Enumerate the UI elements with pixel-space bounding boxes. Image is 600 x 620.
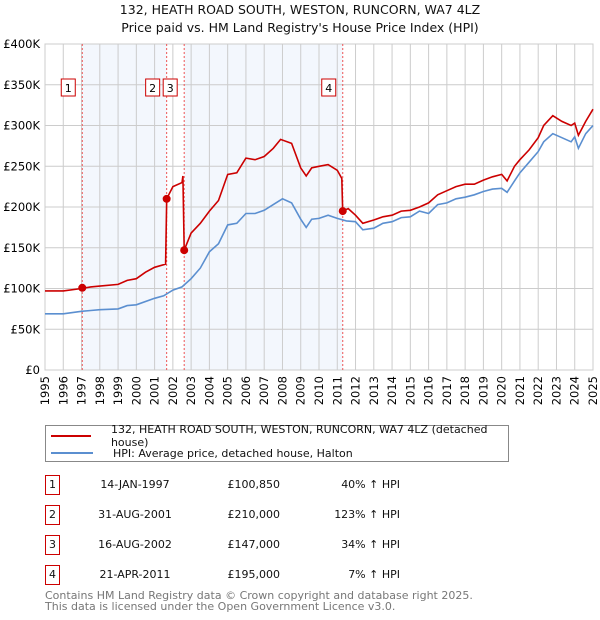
chart-title: 132, HEATH ROAD SOUTH, WESTON, RUNCORN, … [119, 2, 481, 17]
x-tick-label: 1995 [38, 376, 52, 405]
sale-point [78, 283, 87, 292]
transaction-row: 2 31-AUG-2001 £210,000 123% ↑ HPI [45, 505, 545, 525]
sale-label-box [321, 78, 337, 97]
legend-label: HPI: Average price, detached house, Halt… [113, 446, 353, 460]
sale-price: £147,000 [227, 538, 281, 551]
sale-number-badge: 1 [45, 475, 60, 495]
x-tick-label: 2008 [275, 376, 289, 405]
x-tick-label: 2005 [221, 376, 235, 405]
sale-point [338, 207, 347, 216]
sale-date: 31-AUG-2001 [98, 508, 172, 521]
x-tick-label: 2014 [385, 376, 399, 405]
legend-label: 132, HEATH ROAD SOUTH, WESTON, RUNCORN, … [110, 423, 488, 449]
x-tick-label: 1997 [75, 376, 89, 405]
x-tick-label: 2021 [513, 376, 527, 405]
x-tick-label: 2003 [184, 376, 198, 405]
x-tick-label: 2015 [403, 376, 417, 405]
sale-date: 21-APR-2011 [99, 568, 171, 581]
hpi-change: 40% ↑ HPI [341, 478, 400, 491]
sale-label-box [162, 78, 178, 97]
price-chart: 1995 1996 1997 1998 1999 2000 2001 2002 2003 2004… [3, 37, 600, 405]
y-tick-label: £150K [3, 241, 40, 255]
sale-point [180, 246, 189, 255]
x-tick-label: 2001 [148, 376, 162, 405]
x-tick-label: 1998 [93, 376, 107, 405]
sale-label: 1 [65, 82, 72, 95]
x-tick-label: 2023 [549, 376, 563, 405]
footer: Contains HM Land Registry data © Crown c… [45, 590, 473, 612]
x-tick-label: 2013 [367, 376, 381, 405]
y-tick-label: £400K [3, 37, 40, 51]
transaction-row: 4 21-APR-2011 £195,000 7% ↑ HPI [45, 565, 545, 585]
x-tick-label: 2011 [330, 376, 344, 405]
x-tick-label: 2002 [166, 376, 180, 405]
y-tick-label: £300K [3, 119, 40, 133]
y-tick-label: £0 [25, 363, 40, 377]
y-tick-label: £200K [3, 200, 40, 214]
footer-line: Contains HM Land Registry data © Crown c… [45, 589, 473, 602]
x-tick-label: 2019 [476, 376, 490, 405]
legend-item-property: 132, HEATH ROAD SOUTH, WESTON, RUNCORN, … [46, 423, 508, 449]
legend-swatch-blue [51, 452, 93, 454]
x-tick-label: 2016 [422, 376, 436, 405]
sale-label: 2 [149, 82, 156, 95]
sale-number-badge: 2 [45, 505, 60, 525]
chart-subtitle: Price paid vs. HM Land Registry's House … [121, 20, 479, 35]
hpi-series-line [45, 124, 594, 315]
hpi-change: 123% ↑ HPI [334, 508, 400, 521]
x-tick-label: 2017 [440, 376, 454, 405]
sale-point [162, 194, 171, 203]
legend-swatch-red [51, 435, 91, 437]
legend: 132, HEATH ROAD SOUTH, WESTON, RUNCORN, … [45, 423, 509, 462]
hpi-change: 34% ↑ HPI [341, 538, 400, 551]
sale-price: £100,850 [227, 478, 281, 491]
x-tick-label: 2004 [202, 376, 216, 405]
sale-price: £210,000 [227, 508, 281, 521]
sale-label-box [145, 78, 161, 97]
y-tick-label: £100K [3, 282, 40, 296]
sale-price: £195,000 [227, 568, 281, 581]
sale-date: 16-AUG-2002 [98, 538, 172, 551]
x-tick-label: 2010 [312, 376, 326, 405]
x-tick-label: 1999 [111, 376, 125, 405]
x-tick-label: 2006 [239, 376, 253, 405]
x-tick-label: 2020 [495, 376, 509, 405]
sale-date: 14-JAN-1997 [100, 478, 170, 491]
x-tick-label: 2012 [349, 376, 363, 405]
sale-number-badge: 4 [45, 565, 60, 585]
transaction-row: 3 16-AUG-2002 £147,000 34% ↑ HPI [45, 535, 545, 555]
hpi-change: 7% ↑ HPI [348, 568, 400, 581]
sale-label-box [60, 78, 76, 97]
sale-label: 4 [325, 82, 332, 95]
footer-line: This data is licensed under the Open Gov… [45, 600, 396, 613]
y-tick-label: £350K [3, 78, 40, 92]
y-tick-label: £250K [3, 159, 40, 173]
x-tick-label: 2000 [129, 376, 143, 405]
x-tick-label: 2018 [458, 376, 472, 405]
x-tick-label: 2022 [531, 376, 545, 405]
x-tick-label: 2009 [294, 376, 308, 405]
transaction-row: 1 14-JAN-1997 £100,850 40% ↑ HPI [45, 475, 545, 495]
sale-number-badge: 3 [45, 535, 60, 555]
legend-item-hpi: HPI: Average price, detached house, Halt… [46, 445, 353, 461]
x-tick-label: 2025 [586, 376, 600, 405]
sale-label: 3 [167, 82, 174, 95]
x-tick-label: 2007 [257, 376, 271, 405]
y-tick-label: £50K [11, 322, 41, 336]
x-tick-label: 1996 [56, 376, 70, 405]
x-tick-label: 2024 [568, 376, 582, 405]
